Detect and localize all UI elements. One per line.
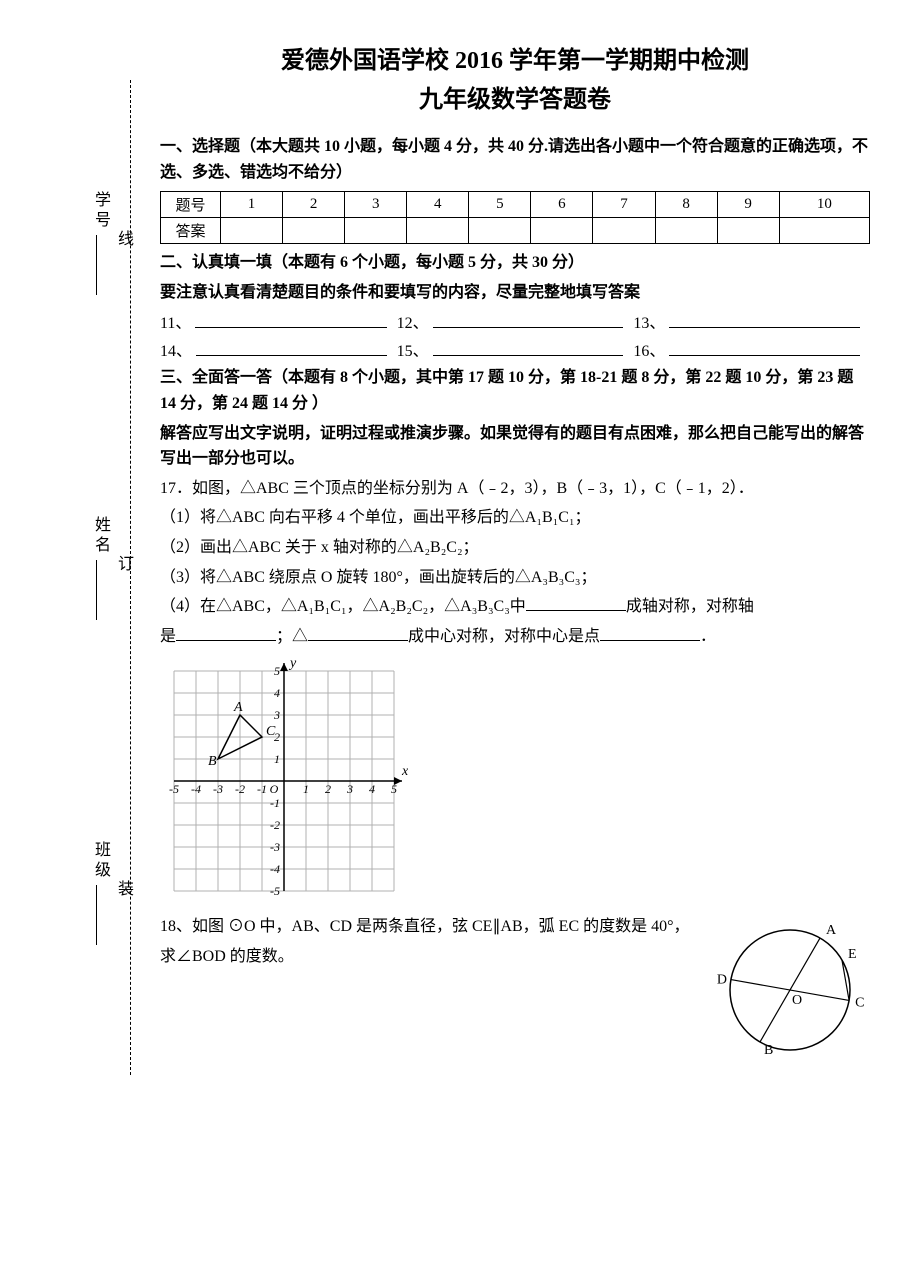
fill-blank[interactable] [176, 625, 276, 641]
fill-blank[interactable] [195, 312, 386, 328]
svg-text:C: C [266, 724, 276, 739]
svg-text:-1: -1 [257, 782, 267, 796]
fill-item-14: 14、 [160, 337, 397, 361]
svg-text:-1: -1 [270, 796, 280, 810]
q17-part2: （2）画出△ABC 关于 x 轴对称的△A₂B₂C₂； [160, 535, 870, 561]
svg-text:5: 5 [274, 664, 280, 678]
fill-blank[interactable] [600, 625, 700, 641]
col-5: 5 [469, 192, 531, 218]
binding-markers-container: 线 订 装 [108, 80, 138, 1055]
answer-cell[interactable] [469, 218, 531, 244]
svg-text:-5: -5 [270, 884, 280, 898]
fill-item-15: 15、 [397, 337, 634, 361]
svg-text:-5: -5 [169, 782, 179, 796]
fill-row-1: 11、 12、 13、 [160, 309, 870, 333]
answer-cell[interactable] [779, 218, 869, 244]
fill-blank[interactable] [669, 312, 860, 328]
svg-text:O: O [792, 993, 802, 1008]
svg-text:C: C [855, 996, 864, 1011]
svg-text:-3: -3 [213, 782, 223, 796]
section2-note: 要注意认真看清楚题目的条件和要填写的内容，尽量完整地填写答案 [160, 280, 870, 306]
table-row: 答案 [161, 218, 870, 244]
answer-cell[interactable] [407, 218, 469, 244]
answer-cell[interactable] [283, 218, 345, 244]
col-8: 8 [655, 192, 717, 218]
q17-part1: （1）将△ABC 向右平移 4 个单位，画出平移后的△A₁B₁C₁； [160, 505, 870, 531]
ding-marker: 订 [111, 555, 135, 581]
row2-label: 答案 [161, 218, 221, 244]
row1-label: 题号 [161, 192, 221, 218]
svg-text:x: x [401, 764, 408, 779]
svg-text:D: D [717, 973, 727, 988]
col-6: 6 [531, 192, 593, 218]
fill-blank[interactable] [433, 312, 624, 328]
svg-text:2: 2 [325, 782, 331, 796]
fill-row-2: 14、 15、 16、 [160, 337, 870, 361]
svg-text:4: 4 [369, 782, 375, 796]
svg-text:O: O [270, 782, 279, 796]
fill-blank[interactable] [196, 340, 387, 356]
xian-marker: 线 [111, 230, 135, 256]
q17-part4b: 是；△成中心对称，对称中心是点． [160, 624, 870, 650]
svg-text:5: 5 [391, 782, 397, 796]
col-7: 7 [593, 192, 655, 218]
q17-diagram: -5-4-3-2-112345-5-4-3-2-112345OxyABC [160, 657, 870, 910]
col-9: 9 [717, 192, 779, 218]
col-1: 1 [221, 192, 283, 218]
section2-heading: 二、认真填一填（本题有 6 个小题，每小题 5 分，共 30 分） [160, 250, 870, 276]
answer-cell[interactable] [593, 218, 655, 244]
fill-item-11: 11、 [160, 309, 397, 333]
page-content: 爱德外国语学校 2016 学年第一学期期中检测 九年级数学答题卷 一、选择题（本… [160, 40, 870, 1075]
svg-text:3: 3 [273, 708, 280, 722]
q17-part4: （4）在△ABC，△A₁B₁C₁，△A₂B₂C₂，△A₃B₃C₃中成轴对称，对称… [160, 594, 870, 620]
svg-text:3: 3 [346, 782, 353, 796]
svg-text:B: B [764, 1043, 773, 1058]
q18-diagram: O A B E C D [710, 910, 870, 1075]
circle-diagram-svg: O A B E C D [710, 910, 870, 1070]
fill-item-12: 12、 [397, 309, 634, 333]
section3-heading: 三、全面答一答（本题有 8 个小题，其中第 17 题 10 分，第 18-21 … [160, 365, 870, 416]
q17-part3: （3）将△ABC 绕原点 O 旋转 180°，画出旋转后的△A₃B₃C₃； [160, 565, 870, 591]
answer-cell[interactable] [221, 218, 283, 244]
svg-text:-2: -2 [235, 782, 245, 796]
fill-blank[interactable] [433, 340, 624, 356]
q17-stem: 17．如图，△ABC 三个顶点的坐标分别为 A（﹣2，3），B（﹣3，1），C（… [160, 476, 870, 502]
fill-blank[interactable] [308, 625, 408, 641]
q18-stem: 18、如图 ⊙O 中，AB、CD 是两条直径，弦 CE∥AB，弧 EC 的度数是… [160, 914, 690, 940]
svg-text:B: B [208, 754, 217, 769]
page-title: 爱德外国语学校 2016 学年第一学期期中检测 [160, 40, 870, 75]
fill-item-13: 13、 [633, 309, 870, 333]
zhuang-marker: 装 [111, 880, 135, 906]
col-3: 3 [345, 192, 407, 218]
fill-blank[interactable] [526, 595, 626, 611]
section1-heading: 一、选择题（本大题共 10 小题，每小题 4 分，共 40 分.请选出各小题中一… [160, 134, 870, 185]
q18-stem2: 求∠BOD 的度数。 [160, 944, 690, 970]
coordinate-grid-svg: -5-4-3-2-112345-5-4-3-2-112345OxyABC [160, 657, 408, 905]
svg-text:y: y [288, 657, 297, 671]
fill-item-16: 16、 [633, 337, 870, 361]
svg-text:1: 1 [274, 752, 280, 766]
col-4: 4 [407, 192, 469, 218]
answer-cell[interactable] [655, 218, 717, 244]
answer-cell[interactable] [531, 218, 593, 244]
answer-cell[interactable] [345, 218, 407, 244]
page-subtitle: 九年级数学答题卷 [160, 79, 870, 114]
svg-text:1: 1 [303, 782, 309, 796]
svg-text:-4: -4 [270, 862, 280, 876]
fill-blank[interactable] [669, 340, 860, 356]
svg-text:-3: -3 [270, 840, 280, 854]
section3-note: 解答应写出文字说明，证明过程或推演步骤。如果觉得有的题目有点困难，那么把自己能写… [160, 421, 870, 472]
svg-text:A: A [826, 923, 837, 938]
svg-text:-4: -4 [191, 782, 201, 796]
answer-table: 题号 1 2 3 4 5 6 7 8 9 10 答案 [160, 191, 870, 244]
svg-text:4: 4 [274, 686, 280, 700]
svg-text:-2: -2 [270, 818, 280, 832]
answer-cell[interactable] [717, 218, 779, 244]
svg-text:E: E [848, 947, 857, 962]
table-row: 题号 1 2 3 4 5 6 7 8 9 10 [161, 192, 870, 218]
col-10: 10 [779, 192, 869, 218]
col-2: 2 [283, 192, 345, 218]
svg-text:A: A [233, 700, 243, 715]
